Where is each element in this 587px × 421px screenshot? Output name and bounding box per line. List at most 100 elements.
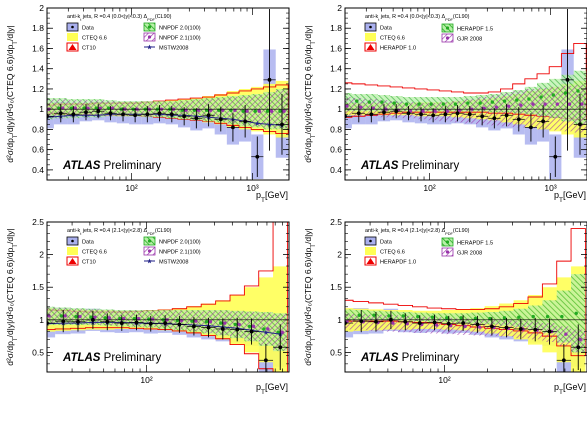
herapdf15-point (517, 315, 521, 319)
legend: Data CTEQ 6.6 HERAPDF 1.0 HERAPDF 1.5 GJR 20… (364, 236, 493, 266)
herapdf15-point (341, 99, 344, 102)
data-point (206, 325, 211, 330)
legend: Data CTEQ 6.6 CT10 NNPDF 2.0(100) NNPDF 2.1(… (66, 22, 201, 52)
y-axis-label: d²σ/dpT​/d|y|/d²σ₀(CTEQ 6.6)/dpT​/d|y| (5, 25, 19, 163)
legend-green-marker (147, 25, 152, 29)
gjr2008-point (477, 325, 482, 329)
herapdf15-band (345, 274, 586, 353)
nnpdf21-point (78, 314, 82, 319)
plot-area (47, 222, 289, 372)
y-tick-label: 0.6 (32, 145, 44, 155)
data-point (108, 111, 113, 116)
nnpdf21-point (237, 322, 241, 327)
legend-cteq-swatch (365, 33, 376, 41)
legend-data-marker (71, 25, 74, 29)
nnpdf21-point (280, 330, 284, 334)
data-point (263, 358, 268, 363)
data-point (492, 116, 497, 121)
herapdf15-point (459, 316, 463, 320)
y-tick-label: 2 (337, 3, 342, 13)
legend-label: Data (82, 26, 95, 32)
nnpdf21-point (151, 317, 155, 321)
legend-label: NNPDF 2.1(100) (159, 36, 201, 42)
nnpdf20-point (190, 319, 194, 323)
data-point (90, 317, 95, 322)
legend-label: NNPDF 2.0(100) (159, 240, 201, 246)
atlas-label: ATLAS Preliminary (62, 160, 161, 172)
data-point (61, 319, 66, 324)
data-point (359, 319, 364, 324)
herapdf15-point (466, 101, 470, 105)
nnpdf21-point (63, 314, 67, 318)
herapdf15-point (392, 101, 396, 105)
data-point (192, 324, 196, 329)
herapdf15-point (429, 102, 433, 106)
plot-area (345, 228, 587, 372)
legend: Data CTEQ 6.6 CT10 NNPDF 2.0(100) NNPDF 2.1(… (66, 236, 201, 266)
legend-label: HERAPDF 1.5 (457, 241, 493, 247)
herapdf15-point (563, 91, 568, 95)
y-axis-label: d²σ/dpT​/d|y|/d²σ₀(CTEQ 6.6)/dpT​/d|y| (303, 25, 317, 163)
herapdf15-point (357, 313, 361, 317)
y-tick-label: 1.6 (330, 43, 342, 53)
nnpdf21-point (107, 316, 111, 320)
gjr2008-point (578, 337, 582, 342)
legend-label: Data (82, 240, 95, 246)
data-point (403, 319, 408, 324)
y-tick-label: 2 (39, 250, 44, 260)
y-tick-label: 0.6 (330, 145, 342, 155)
herapdf15-point (488, 316, 492, 321)
data-point (419, 112, 423, 117)
data-point (565, 77, 570, 82)
gjr2008-point (564, 332, 568, 336)
nnpdf20-point (278, 109, 282, 113)
x-axis: 10² (344, 222, 587, 385)
legend-data-marker (71, 239, 74, 243)
data-point (541, 119, 546, 124)
gjr2008-point (391, 321, 395, 325)
plot-area (341, 9, 587, 179)
y-tick-label: 1.2 (330, 84, 342, 94)
x-axis-label: pT​[GeV] (554, 382, 586, 396)
nnpdf21-point (245, 109, 249, 113)
data-point (504, 113, 509, 118)
plot-frame (46, 221, 290, 373)
data-point (417, 321, 422, 325)
legend-header: anti-kt​ jets, R =0.4 (2.1<|y|<2.8) ΔPDF… (365, 228, 470, 236)
nnpdf20-point (276, 330, 280, 334)
legend-label: Data (380, 240, 393, 246)
data-point (461, 321, 466, 325)
data-point (235, 327, 240, 332)
herapdf15-point (576, 89, 580, 93)
y-tick-label: 1.5 (330, 282, 342, 292)
gjr2008-point (463, 324, 467, 329)
y-tick-label: 0.4 (32, 165, 44, 175)
nnpdf21-point (282, 109, 286, 113)
x-tick-label: 10² (125, 183, 137, 193)
legend-header: anti-kt​ jets, R =0.4 (0.0<|y|<0.3) ΔPDF… (67, 14, 172, 22)
y-tick-label: 1.4 (330, 64, 342, 74)
y-tick-label: 0.4 (330, 165, 342, 175)
data-point (133, 113, 138, 118)
y-tick-label: 1.6 (32, 43, 44, 53)
y-tick-label: 1.8 (32, 23, 44, 33)
nnpdf21-point (93, 315, 97, 319)
legend-label: HERAPDF 1.0 (380, 46, 416, 52)
y-tick-label: 1 (39, 315, 44, 325)
data-point (490, 324, 494, 329)
data-point (243, 119, 248, 124)
nnpdf20-point (233, 322, 237, 327)
nnpdf20-point (262, 327, 266, 331)
y-axis-label: d²σ/dpT​/d|y|/d²σ₀(CTEQ 6.6)/dpT​/d|y| (303, 228, 317, 366)
data-point (369, 112, 374, 117)
legend-green-marker (147, 239, 152, 243)
gjr2008-point (543, 102, 547, 106)
data-point (432, 320, 437, 325)
gjr2008-point (531, 102, 535, 106)
mstw2008-point (254, 120, 260, 126)
gjr2008-point (421, 109, 425, 113)
data-point (443, 112, 448, 117)
data-point (278, 345, 283, 350)
gjr2008-point (359, 105, 363, 109)
y-axis: 0.5 1 1.5 2 2.5 (330, 217, 587, 373)
